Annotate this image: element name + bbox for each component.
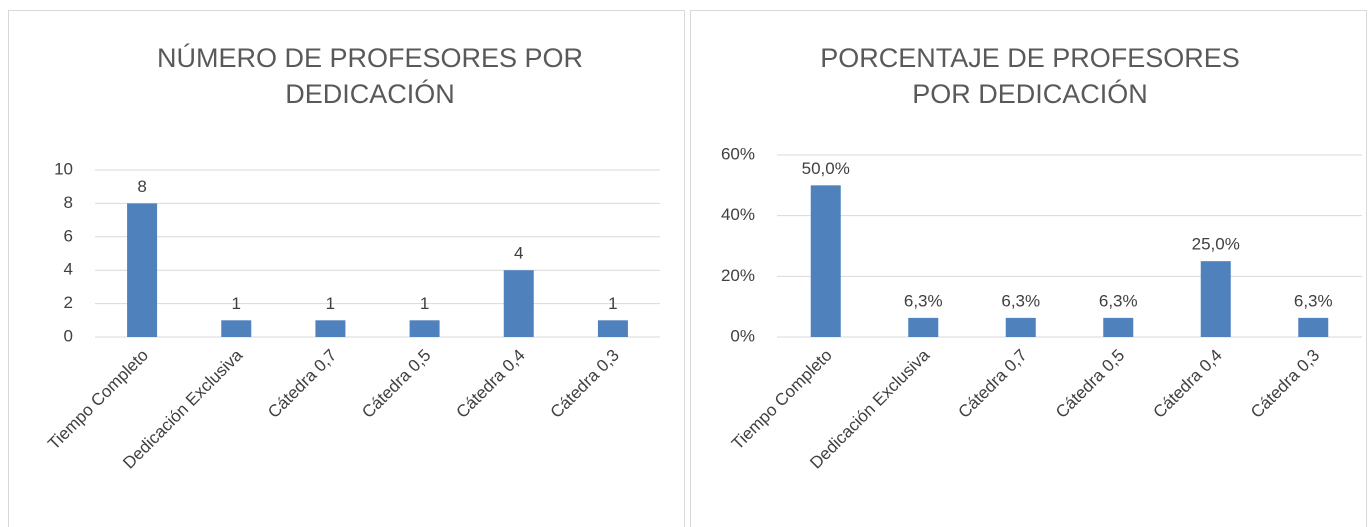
- data-label: 4: [514, 244, 523, 263]
- data-label: 6,3%: [904, 291, 943, 310]
- data-label: 1: [326, 294, 335, 313]
- x-tick-label: Cátedra 0,5: [358, 346, 434, 422]
- y-tick-label: 2: [64, 293, 73, 312]
- bar: [503, 270, 534, 337]
- y-tick-label: 10: [54, 159, 73, 178]
- x-tick-label: Cátedra 0,4: [452, 346, 528, 422]
- bar: [810, 185, 841, 337]
- y-tick-label: 60%: [721, 144, 755, 163]
- bar: [1103, 317, 1134, 337]
- bar: [1005, 317, 1036, 337]
- y-tick-label: 20%: [721, 266, 755, 285]
- data-label: 50,0%: [802, 159, 850, 178]
- chart-title: PORCENTAJE DE PROFESORES POR DEDICACIÓN: [820, 43, 1240, 109]
- x-tick-label: Tiempo Completo: [44, 346, 152, 454]
- data-label: 6,3%: [1099, 291, 1138, 310]
- y-tick-label: 0: [64, 326, 73, 345]
- bar: [1200, 261, 1231, 337]
- data-label: 6,3%: [1001, 291, 1040, 310]
- y-tick-label: 8: [64, 193, 73, 212]
- bar: [908, 317, 939, 337]
- bar: [315, 320, 346, 337]
- x-tick-label: Cátedra 0,4: [1149, 346, 1225, 422]
- data-label: 25,0%: [1192, 235, 1240, 254]
- bar: [1298, 317, 1329, 337]
- y-tick-label: 4: [64, 260, 73, 279]
- bar: [409, 320, 440, 337]
- bar: [127, 203, 158, 337]
- x-tick-label: Cátedra 0,7: [264, 346, 340, 422]
- data-label: 1: [608, 294, 617, 313]
- x-tick-label: Cátedra 0,3: [1247, 346, 1323, 422]
- x-tick-label: Cátedra 0,7: [954, 346, 1030, 422]
- x-tick-label: Tiempo Completo: [728, 346, 836, 454]
- data-label: 6,3%: [1294, 291, 1333, 310]
- panel-border: [8, 10, 685, 527]
- data-label: 8: [137, 177, 146, 196]
- bar: [597, 320, 628, 337]
- y-tick-label: 6: [64, 226, 73, 245]
- bar: [221, 320, 252, 337]
- chart-title: NÚMERO DE PROFESORES POR DEDICACIÓN: [156, 43, 584, 109]
- data-label: 1: [420, 294, 429, 313]
- x-tick-label: Cátedra 0,5: [1052, 346, 1128, 422]
- data-label: 1: [232, 294, 241, 313]
- panel-border: [690, 10, 1367, 527]
- y-tick-label: 0%: [730, 326, 755, 345]
- y-tick-label: 40%: [721, 205, 755, 224]
- x-tick-label: Cátedra 0,3: [547, 346, 623, 422]
